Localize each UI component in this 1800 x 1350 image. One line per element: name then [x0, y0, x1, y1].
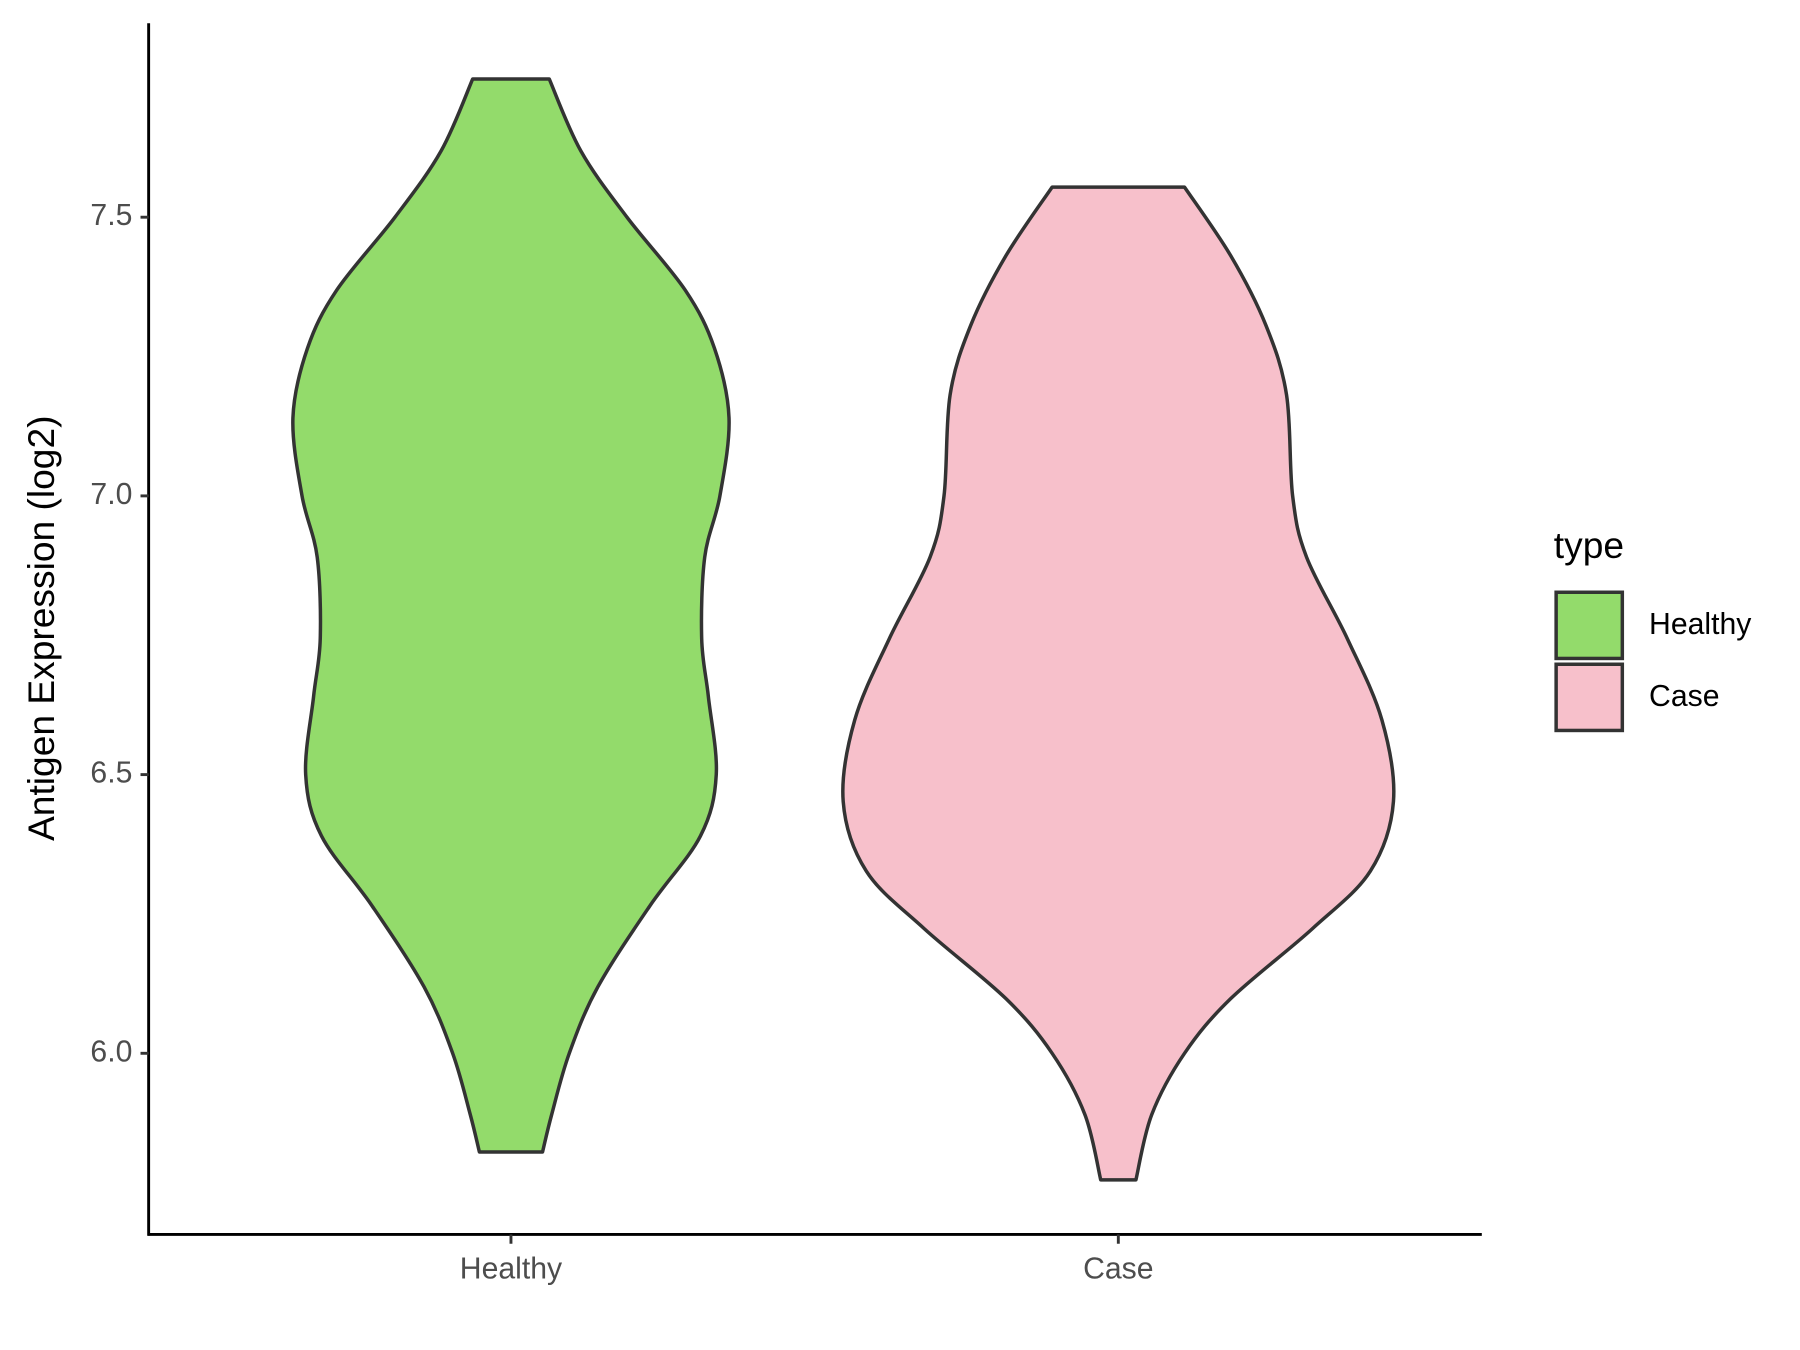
- legend-label: Healthy: [1649, 608, 1752, 641]
- legend-key: [1554, 590, 1625, 661]
- y-tick-label: 7.5: [90, 199, 132, 232]
- legend-title: type: [1554, 524, 1624, 566]
- legend-label: Case: [1649, 680, 1719, 713]
- legend-key: [1554, 662, 1625, 733]
- y-axis-label: Antigen Expression (log2): [20, 416, 62, 841]
- y-tick-label: 6.0: [90, 1035, 132, 1068]
- violin: [841, 185, 1396, 1182]
- y-tick-label: 6.5: [90, 757, 132, 790]
- violin: [291, 77, 731, 1154]
- x-tick-label: Healthy: [460, 1252, 563, 1285]
- x-tick-label: Case: [1083, 1252, 1153, 1285]
- y-tick-label: 7.0: [90, 478, 132, 511]
